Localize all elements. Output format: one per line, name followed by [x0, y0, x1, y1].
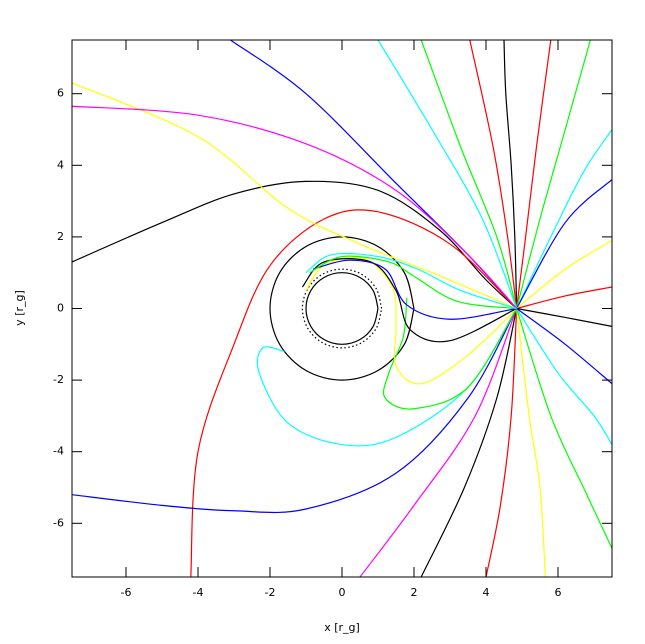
curve — [305, 252, 517, 310]
curve — [516, 308, 612, 549]
curve — [516, 307, 612, 327]
y-axis-label: y [r_g] — [13, 290, 26, 326]
y-tick-label: 2 — [57, 230, 64, 243]
curve — [485, 308, 518, 577]
curve — [301, 268, 383, 349]
curve — [269, 236, 415, 381]
curve — [516, 239, 612, 309]
curve — [359, 308, 518, 577]
curve — [516, 308, 612, 385]
x-tick-label: -2 — [265, 586, 276, 599]
curve — [305, 256, 518, 385]
x-tick-label: 2 — [411, 586, 418, 599]
curve — [503, 40, 518, 309]
curve — [420, 308, 518, 577]
x-tick-label: 6 — [555, 586, 562, 599]
curve — [309, 255, 517, 310]
x-axis-label: x [r_g] — [324, 621, 360, 634]
curve — [72, 82, 517, 310]
curve — [516, 40, 552, 309]
curve — [516, 179, 612, 309]
curve — [313, 259, 517, 320]
curve — [516, 308, 612, 445]
x-tick-label: 0 — [339, 586, 346, 599]
curve — [377, 40, 518, 309]
plot-frame — [71, 39, 613, 578]
x-tick-label: 4 — [483, 586, 490, 599]
plot-area — [72, 40, 612, 577]
curve — [382, 297, 518, 410]
curve — [230, 40, 518, 309]
curve — [420, 40, 518, 309]
curve — [305, 272, 379, 345]
x-tick-label: -4 — [193, 586, 204, 599]
curve — [516, 129, 612, 309]
curve — [72, 105, 518, 309]
curve — [72, 308, 518, 514]
curve — [516, 308, 546, 577]
curve — [190, 209, 518, 577]
y-tick-label: 6 — [57, 87, 64, 100]
curve — [516, 40, 591, 309]
y-tick-label: -2 — [53, 373, 64, 386]
y-tick-label: -4 — [53, 445, 64, 458]
curve — [469, 40, 518, 309]
y-tick-label: 0 — [57, 302, 64, 315]
curve — [72, 180, 518, 309]
x-tick-label: -6 — [121, 586, 132, 599]
y-tick-label: 4 — [57, 158, 64, 171]
curve — [516, 286, 612, 310]
y-tick-label: -6 — [53, 516, 64, 529]
curve — [301, 258, 517, 343]
